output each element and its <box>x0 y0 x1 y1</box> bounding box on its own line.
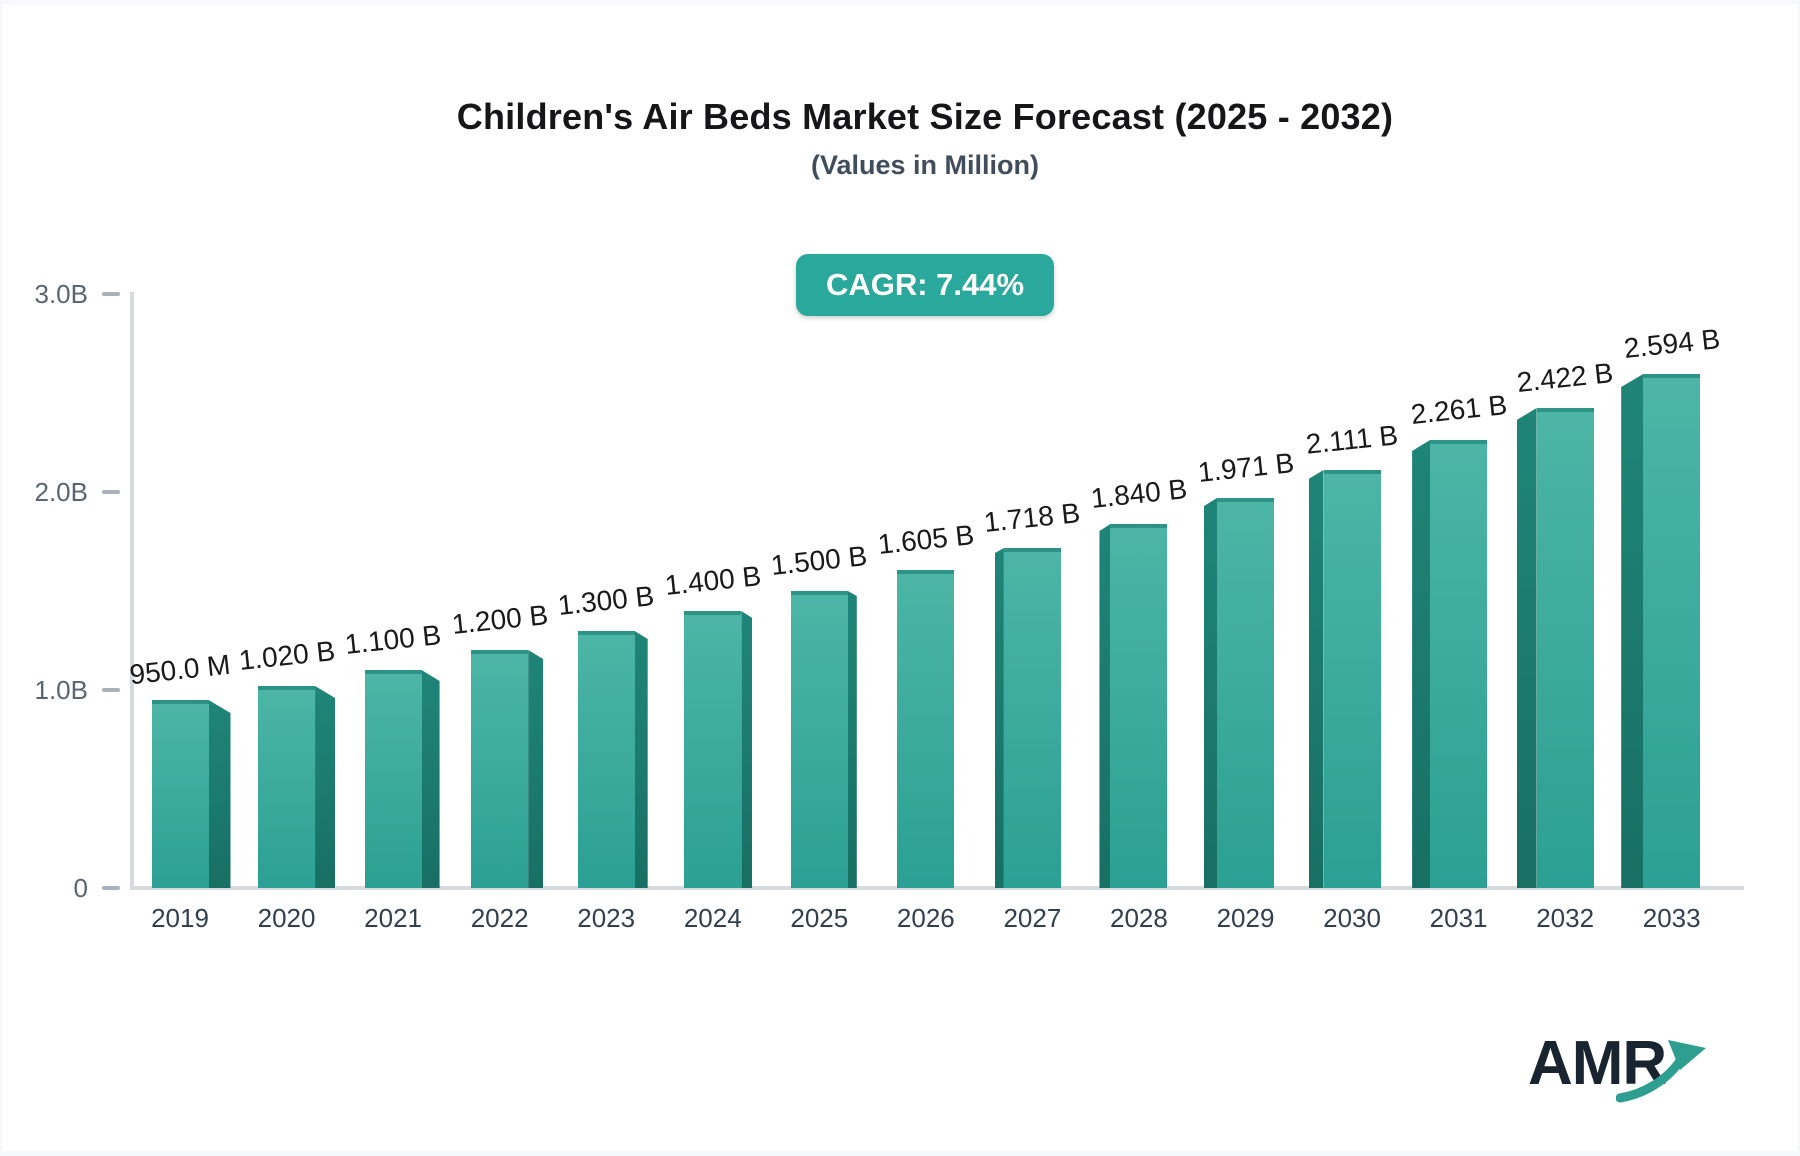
x-axis-category-label: 2025 <box>790 903 849 933</box>
y-axis-tick-mark <box>102 688 120 692</box>
bar-side-face-2033 <box>1621 374 1644 888</box>
bar-2022 <box>471 650 529 888</box>
bar-2020 <box>258 686 316 888</box>
chart-subtitle: (Values in Million) <box>810 150 1040 180</box>
bar-side-face-2024 <box>741 611 753 888</box>
chart-title: Children's Air Beds Market Size Forecast… <box>456 96 1394 137</box>
bar-side-face-2019 <box>208 700 231 888</box>
y-axis-tick-label: 1.0B <box>34 675 89 705</box>
bar-2031 <box>1430 440 1488 888</box>
x-axis-category-label: 2031 <box>1429 903 1488 933</box>
x-axis-category-label: 2020 <box>257 903 316 933</box>
x-axis-category-label: 2024 <box>683 903 742 933</box>
growth-arrow-icon <box>1616 1040 1706 1103</box>
bar-2025 <box>790 591 848 888</box>
bar-value-label: 2.594 B <box>1622 323 1722 364</box>
subtitle-row: (Values in Million) <box>50 150 1800 181</box>
badge-row: CAGR: 7.44% <box>50 254 1800 316</box>
x-axis-category-label: 2030 <box>1323 903 1381 933</box>
y-axis-tick-mark <box>102 886 120 890</box>
bar-side-face-2032 <box>1516 408 1537 888</box>
y-axis-tick-label: 2.0B <box>34 477 89 507</box>
x-axis-category-label: 2032 <box>1536 903 1595 933</box>
x-axis-category-label: 2029 <box>1216 903 1275 933</box>
bar-side-face-2025 <box>847 591 857 888</box>
y-axis-tick-label: 3.0B <box>34 279 89 309</box>
bar-side-face-2028 <box>1099 524 1111 888</box>
bar-2023 <box>577 631 635 888</box>
y-axis-tick-label: 0 <box>73 873 88 903</box>
x-axis-category-label: 2026 <box>896 903 955 933</box>
cagr-badge: CAGR: 7.44% <box>795 254 1055 316</box>
bar-side-face-2020 <box>315 686 336 888</box>
x-axis-category-label: 2027 <box>1003 903 1062 933</box>
bar-2024 <box>684 611 742 888</box>
bar-side-face-2029 <box>1204 498 1217 888</box>
bar-2021 <box>364 670 422 888</box>
bar-2029 <box>1217 498 1274 888</box>
bar-side-face-2031 <box>1412 440 1431 888</box>
bar-2026 <box>897 570 955 888</box>
y-axis-tick-mark <box>102 490 120 494</box>
y-axis-tick-mark <box>102 292 120 296</box>
y-axis-line <box>130 292 134 888</box>
bar-2032 <box>1536 408 1594 888</box>
bar-side-face-2023 <box>634 631 648 888</box>
amr-logo: AMR <box>1528 1028 1728 1108</box>
x-axis-category-label: 2033 <box>1642 903 1701 933</box>
x-axis-category-label: 2023 <box>577 903 636 933</box>
x-axis-category-label: 2028 <box>1110 903 1168 933</box>
bar-side-face-2027 <box>994 548 1004 888</box>
bar-2030 <box>1323 470 1381 888</box>
x-axis-category-label: 2019 <box>151 903 209 933</box>
title-row: Children's Air Beds Market Size Forecast… <box>50 96 1800 138</box>
x-axis-category-label: 2021 <box>364 903 423 933</box>
bar-2028 <box>1110 524 1168 888</box>
bar-2027 <box>1003 548 1061 888</box>
bar-side-face-2022 <box>528 650 544 888</box>
x-axis-category-label: 2022 <box>470 903 529 933</box>
bar-2033 <box>1643 374 1701 888</box>
x-axis-line <box>130 886 1744 890</box>
bar-side-face-2021 <box>421 670 440 888</box>
bar-2019 <box>151 700 209 888</box>
bar-side-face-2030 <box>1308 470 1324 888</box>
